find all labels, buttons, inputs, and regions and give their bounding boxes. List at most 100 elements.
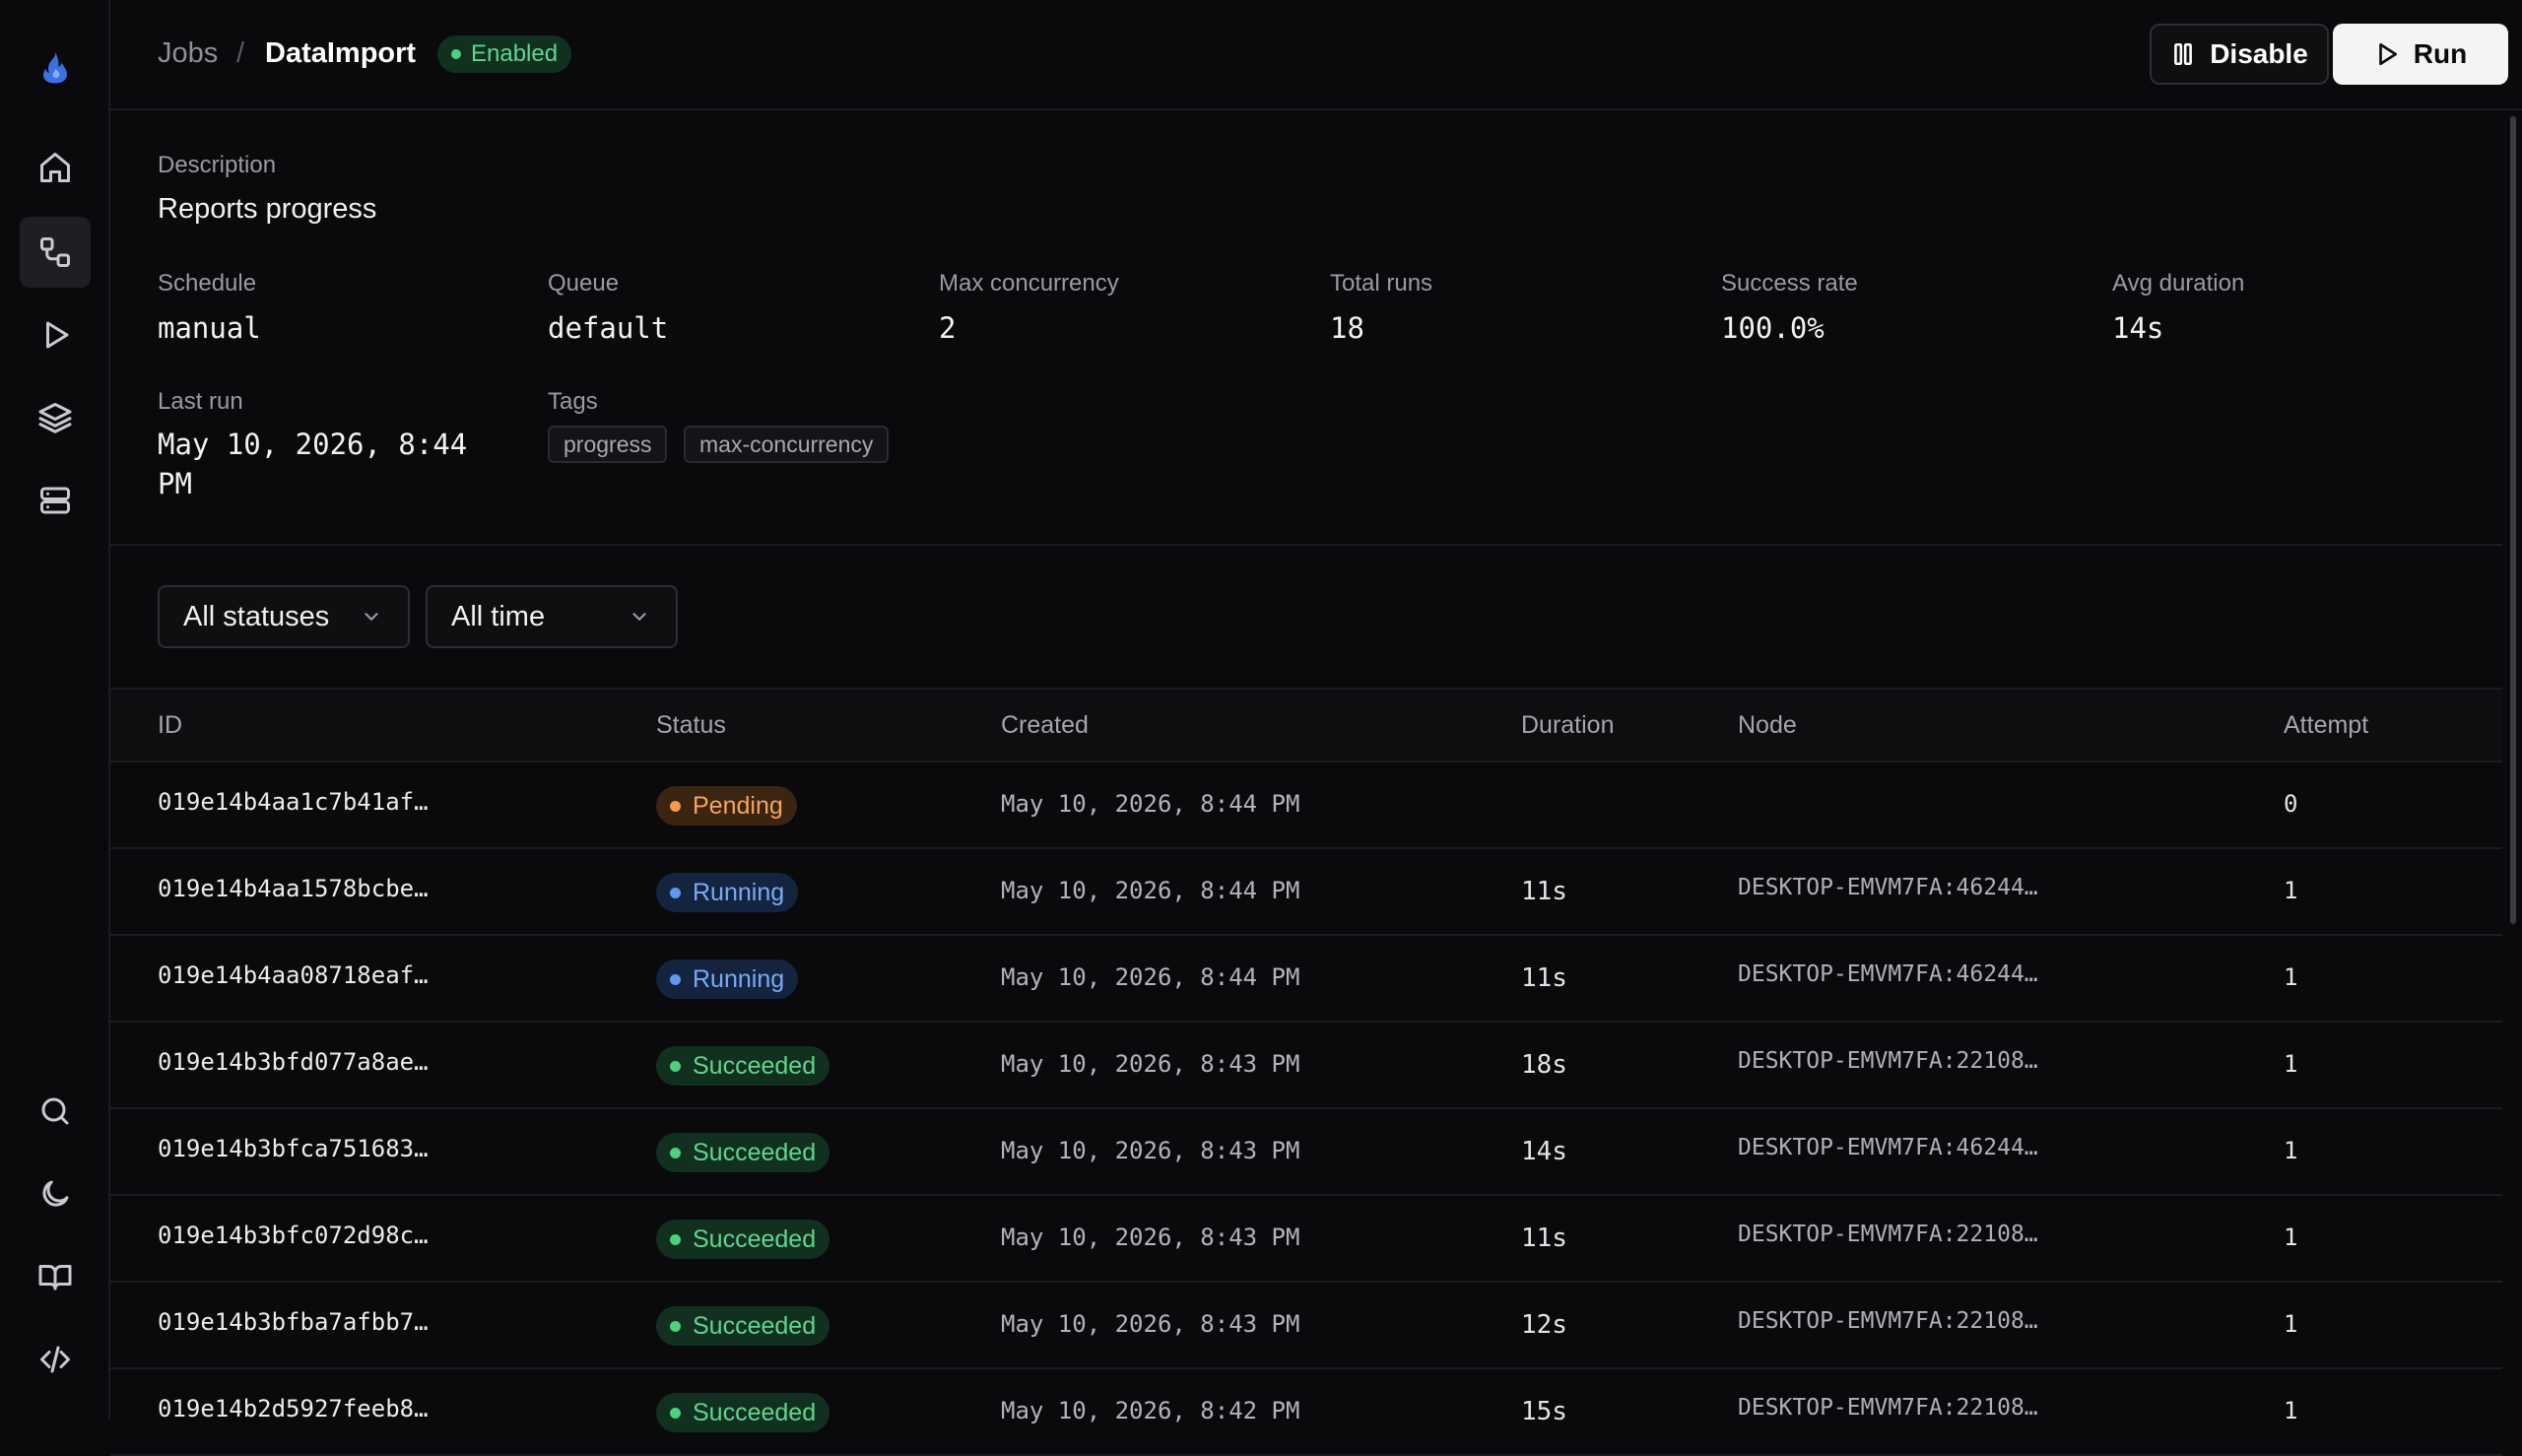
status-dot (670, 1233, 681, 1245)
column-header-created[interactable]: Created (1001, 711, 1089, 739)
disable-button[interactable]: Disable (2150, 24, 2329, 85)
status-badge: Succeeded (656, 1393, 830, 1432)
run-id[interactable]: 019e14b3bfba7afbb7… (158, 1308, 429, 1336)
status-badge: Pending (656, 786, 797, 826)
status-label: Pending (693, 791, 783, 820)
attempt: 1 (2284, 1310, 2298, 1338)
node: DESKTOP-EMVM7FA:22108… (1738, 1048, 2038, 1074)
job-details: Description Reports progress Schedule ma… (110, 110, 2502, 546)
run-id[interactable]: 019e14b4aa08718eaf… (158, 961, 429, 989)
last-run-label: Last run (158, 388, 243, 415)
max-concurrency-value: 2 (939, 311, 957, 345)
duration: 14s (1521, 1137, 1567, 1166)
status-label: Succeeded (693, 1311, 817, 1340)
breadcrumb-separator: / (236, 37, 245, 69)
success-rate-value: 100.0% (1721, 311, 1825, 345)
table-row[interactable]: 019e14b4aa08718eaf… Running May 10, 2026… (110, 936, 2502, 1023)
moon-icon[interactable] (20, 1158, 91, 1229)
run-id[interactable]: 019e14b3bfca751683… (158, 1135, 429, 1162)
max-concurrency-label: Max concurrency (939, 270, 1119, 297)
run-id[interactable]: 019e14b3bfd077a8ae… (158, 1048, 429, 1076)
attempt: 1 (2284, 963, 2298, 991)
status-label: Running (693, 964, 785, 993)
time-filter-select[interactable]: All time (426, 585, 678, 648)
status-badge: Succeeded (656, 1220, 830, 1259)
attempt: 1 (2284, 1137, 2298, 1164)
play-icon[interactable] (20, 299, 91, 370)
status-badge: Succeeded (656, 1046, 830, 1086)
created-time: May 10, 2026, 8:43 PM (1001, 1137, 1300, 1164)
column-header-id[interactable]: ID (158, 711, 182, 739)
duration: 18s (1521, 1050, 1567, 1080)
status-label: Succeeded (693, 1051, 817, 1080)
server-icon[interactable] (20, 465, 91, 536)
column-header-node[interactable]: Node (1738, 711, 1797, 739)
status-badge-label: Enabled (471, 40, 559, 67)
search-icon[interactable] (20, 1076, 91, 1147)
pause-icon (2174, 42, 2193, 66)
node: DESKTOP-EMVM7FA:22108… (1738, 1222, 2038, 1247)
run-button[interactable]: Run (2333, 24, 2508, 85)
run-id[interactable]: 019e14b4aa1c7b41af… (158, 788, 429, 816)
layers-icon[interactable] (20, 382, 91, 453)
table-row[interactable]: 019e14b4aa1c7b41af… Pending May 10, 2026… (110, 762, 2502, 849)
description-value: Reports progress (158, 193, 377, 225)
table-row[interactable]: 019e14b2d5927feeb8… Succeeded May 10, 20… (110, 1369, 2502, 1456)
run-button-label: Run (2413, 38, 2468, 69)
duration: 11s (1521, 1224, 1567, 1253)
sidebar (0, 0, 110, 1419)
attempt: 1 (2284, 1397, 2298, 1424)
code-icon[interactable] (20, 1324, 91, 1395)
run-id[interactable]: 019e14b3bfc072d98c… (158, 1222, 429, 1249)
status-dot (670, 800, 681, 812)
node: DESKTOP-EMVM7FA:46244… (1738, 875, 2038, 900)
queue-value: default (548, 311, 669, 345)
scrollbar[interactable] (2510, 116, 2516, 924)
created-time: May 10, 2026, 8:43 PM (1001, 1224, 1300, 1251)
attempt: 0 (2284, 790, 2298, 818)
workflow-icon[interactable] (20, 217, 91, 288)
attempt: 1 (2284, 877, 2298, 904)
success-rate-label: Success rate (1721, 270, 1858, 297)
status-label: Succeeded (693, 1138, 817, 1166)
column-header-attempt[interactable]: Attempt (2284, 711, 2369, 739)
column-header-status[interactable]: Status (656, 711, 726, 739)
avg-duration-label: Avg duration (2112, 270, 2245, 297)
table-row[interactable]: 019e14b3bfc072d98c… Succeeded May 10, 20… (110, 1196, 2502, 1283)
status-filter-value: All statuses (183, 600, 330, 632)
created-time: May 10, 2026, 8:42 PM (1001, 1397, 1300, 1424)
chevron-down-icon (632, 613, 646, 621)
home-icon[interactable] (20, 132, 91, 203)
flame-logo-icon[interactable] (20, 32, 91, 102)
status-dot (670, 887, 681, 898)
status-label: Succeeded (693, 1398, 817, 1426)
status-label: Running (693, 878, 785, 906)
status-badge: Running (656, 960, 799, 999)
avg-duration-value: 14s (2112, 311, 2164, 345)
attempt: 1 (2284, 1224, 2298, 1251)
breadcrumb-current: DataImport (265, 37, 417, 69)
table-row[interactable]: 019e14b3bfd077a8ae… Succeeded May 10, 20… (110, 1023, 2502, 1109)
status-dot (670, 1060, 681, 1072)
schedule-value: manual (158, 311, 261, 345)
status-badge: Succeeded (656, 1133, 830, 1172)
created-time: May 10, 2026, 8:43 PM (1001, 1050, 1300, 1078)
node: DESKTOP-EMVM7FA:22108… (1738, 1395, 2038, 1421)
play-icon (2378, 42, 2397, 66)
schedule-label: Schedule (158, 270, 257, 297)
runs-table: ID Status Created Duration Node Attempt … (110, 688, 2502, 1456)
time-filter-value: All time (451, 600, 546, 632)
description-label: Description (158, 152, 277, 178)
breadcrumb-jobs[interactable]: Jobs (158, 37, 219, 69)
status-badge: Enabled (437, 35, 572, 73)
run-id[interactable]: 019e14b2d5927feeb8… (158, 1395, 429, 1423)
created-time: May 10, 2026, 8:44 PM (1001, 790, 1300, 818)
table-row[interactable]: 019e14b3bfca751683… Succeeded May 10, 20… (110, 1109, 2502, 1196)
table-row[interactable]: 019e14b3bfba7afbb7… Succeeded May 10, 20… (110, 1283, 2502, 1369)
run-id[interactable]: 019e14b4aa1578bcbe… (158, 875, 429, 902)
table-row[interactable]: 019e14b4aa1578bcbe… Running May 10, 2026… (110, 849, 2502, 936)
column-header-duration[interactable]: Duration (1521, 711, 1615, 739)
top-bar: Jobs / DataImport Enabled Disable Run (110, 0, 2522, 110)
status-filter-select[interactable]: All statuses (158, 585, 410, 648)
book-icon[interactable] (20, 1241, 91, 1312)
